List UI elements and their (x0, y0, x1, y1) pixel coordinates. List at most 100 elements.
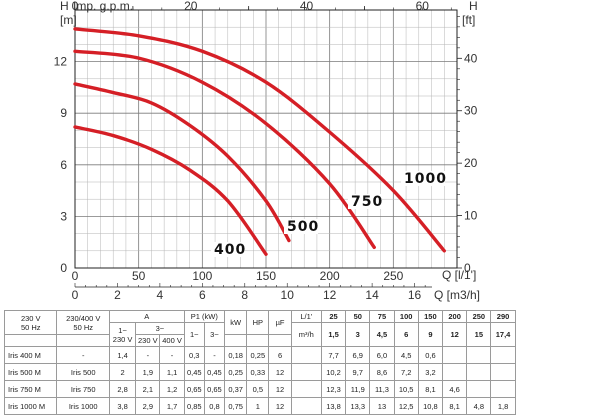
hdr-m3-12: 12 (442, 322, 468, 347)
hdr-q-100: 100 (393, 310, 419, 323)
cell-p1-1: 0,85 (183, 397, 205, 415)
blank-1 (3, 334, 58, 347)
hdr-230-400v: 230/400 V (66, 313, 101, 323)
y-left-tick-label: 12 (54, 55, 68, 69)
cell-h: 6,0 (369, 346, 395, 364)
curve-400 (73, 125, 268, 256)
curve-label-1000: 1000 (404, 171, 447, 187)
x-lpm-tick-label: 100 (192, 269, 212, 283)
cell-h: 8,1 (417, 380, 444, 398)
cell-h: 10,5 (393, 380, 419, 398)
hdr-q-25: 25 (320, 310, 347, 323)
hdr-3ph-model: 230/400 V 50 Hz (56, 310, 110, 335)
cell-blank (290, 363, 322, 381)
cell-kw: 0,18 (224, 346, 248, 364)
cell-a1: 3,8 (108, 397, 137, 415)
cell-h: 10,2 (320, 363, 347, 381)
cell-model-1ph: Iris 1000 M (3, 397, 58, 415)
x-m3h-tick-label: 2 (114, 288, 121, 302)
hdr-uf: µF (268, 310, 292, 335)
cell-blank (290, 397, 322, 415)
x-top-tick-label: 60 (416, 0, 430, 13)
cell-model-1ph: Iris 750 M (3, 380, 58, 398)
cell-h (490, 346, 516, 364)
hdr-230v: 230 V (20, 313, 41, 323)
hdr-1ph-a: 1~ 230 V (108, 322, 137, 347)
y-left-title: H (60, 0, 69, 13)
hdr-1ph-sym: 1~ (118, 325, 127, 335)
y-left-tick-label: 6 (60, 158, 67, 172)
cell-h (466, 346, 492, 364)
hdr-q-290: 290 (490, 310, 516, 323)
x-top-tick-label: 0 (72, 0, 79, 13)
x-m3h-tick-label: 16 (408, 288, 422, 302)
x-m3h-tick-label: 8 (241, 288, 248, 302)
x-top-title: Imp. g.p.m. (73, 0, 133, 13)
cell-h: 3,2 (417, 363, 444, 381)
cell-a3-400: 1,7 (159, 397, 185, 415)
cell-blank (290, 346, 322, 364)
blank-2 (56, 334, 110, 347)
cell-h: 11,3 (369, 380, 395, 398)
hdr-m3-9: 9 (417, 322, 444, 347)
cell-model-3ph: Iris 500 (56, 363, 110, 381)
hdr-m3-6: 6 (393, 322, 419, 347)
cell-h: 13,3 (345, 397, 371, 415)
x-top-tick-label: 20 (184, 0, 198, 13)
cell-uf: 12 (268, 363, 292, 381)
cell-h (490, 363, 516, 381)
y-left-tick-label: 3 (60, 209, 67, 223)
y-right-tick-label: 10 (464, 209, 478, 223)
cell-a1: 2,8 (108, 380, 137, 398)
cell-h (442, 363, 468, 381)
cell-model-3ph: Iris 1000 (56, 397, 110, 415)
spec-table-wrapper: 230 V 50 Hz 230/400 V 50 Hz A P1 (kW) kW H… (3, 310, 540, 415)
hdr-q-150: 150 (417, 310, 444, 323)
table-row: Iris 500 M Iris 500 2 1,9 1,1 0,45 0,45 … (3, 363, 540, 381)
hdr-m3-15: 1,5 (320, 322, 347, 347)
curve-label-500: 500 (287, 219, 319, 235)
cell-h: 8,1 (442, 397, 468, 415)
hdr-hp: HP (246, 310, 270, 335)
cell-h: 6,9 (345, 346, 371, 364)
hdr-p1-3ph: 3~ (203, 322, 226, 347)
cell-a3-230: 2,9 (135, 397, 161, 415)
blank-3 (224, 334, 248, 347)
hdr-ampere: A (108, 310, 185, 323)
cell-p1-1: 0,45 (183, 363, 205, 381)
hdr-q-50: 50 (345, 310, 371, 323)
cell-kw: 0,75 (224, 397, 248, 415)
x-m3h-tick-label: 4 (157, 288, 164, 302)
cell-h: 1,8 (490, 397, 516, 415)
cell-h: 4,6 (442, 380, 468, 398)
cell-h: 10,8 (417, 397, 444, 415)
x-m3h-title: Q [m3/h] (434, 288, 480, 302)
hdr-kw: kW (224, 310, 248, 335)
cell-p1-3: - (203, 346, 226, 364)
y-right-tick-label: 40 (464, 51, 478, 65)
x-m3h-tick-label: 0 (72, 288, 79, 302)
y-right-unit: [ft] (462, 13, 475, 27)
y-right-tick-label: 20 (464, 156, 478, 170)
hdr-m3-174: 17,4 (490, 322, 516, 347)
curve-750 (73, 49, 376, 250)
spec-header-row-1: 230 V 50 Hz 230/400 V 50 Hz A P1 (kW) kW H… (3, 310, 540, 335)
cell-p1-3: 0,65 (203, 380, 226, 398)
curve-label-bg (348, 194, 382, 209)
cell-model-1ph: Iris 400 M (3, 346, 58, 364)
cell-p1-1: 0,3 (183, 346, 205, 364)
cell-h: 11,9 (345, 380, 371, 398)
cell-h: 7,2 (393, 363, 419, 381)
curve-label-750: 750 (351, 194, 383, 210)
cell-h: 12,5 (393, 397, 419, 415)
blank-4 (246, 334, 270, 347)
cell-a3-230: 1,9 (135, 363, 161, 381)
curve-500 (73, 82, 291, 243)
chart-curve-labels: 400 500 750 1000 (211, 171, 447, 258)
cell-h: 12,3 (320, 380, 347, 398)
cell-uf: 6 (268, 346, 292, 364)
cell-h (466, 380, 492, 398)
x-m3h-tick-label: 10 (281, 288, 295, 302)
x-lpm-tick-label: 0 (72, 269, 79, 283)
cell-a3-400: 1,2 (159, 380, 185, 398)
